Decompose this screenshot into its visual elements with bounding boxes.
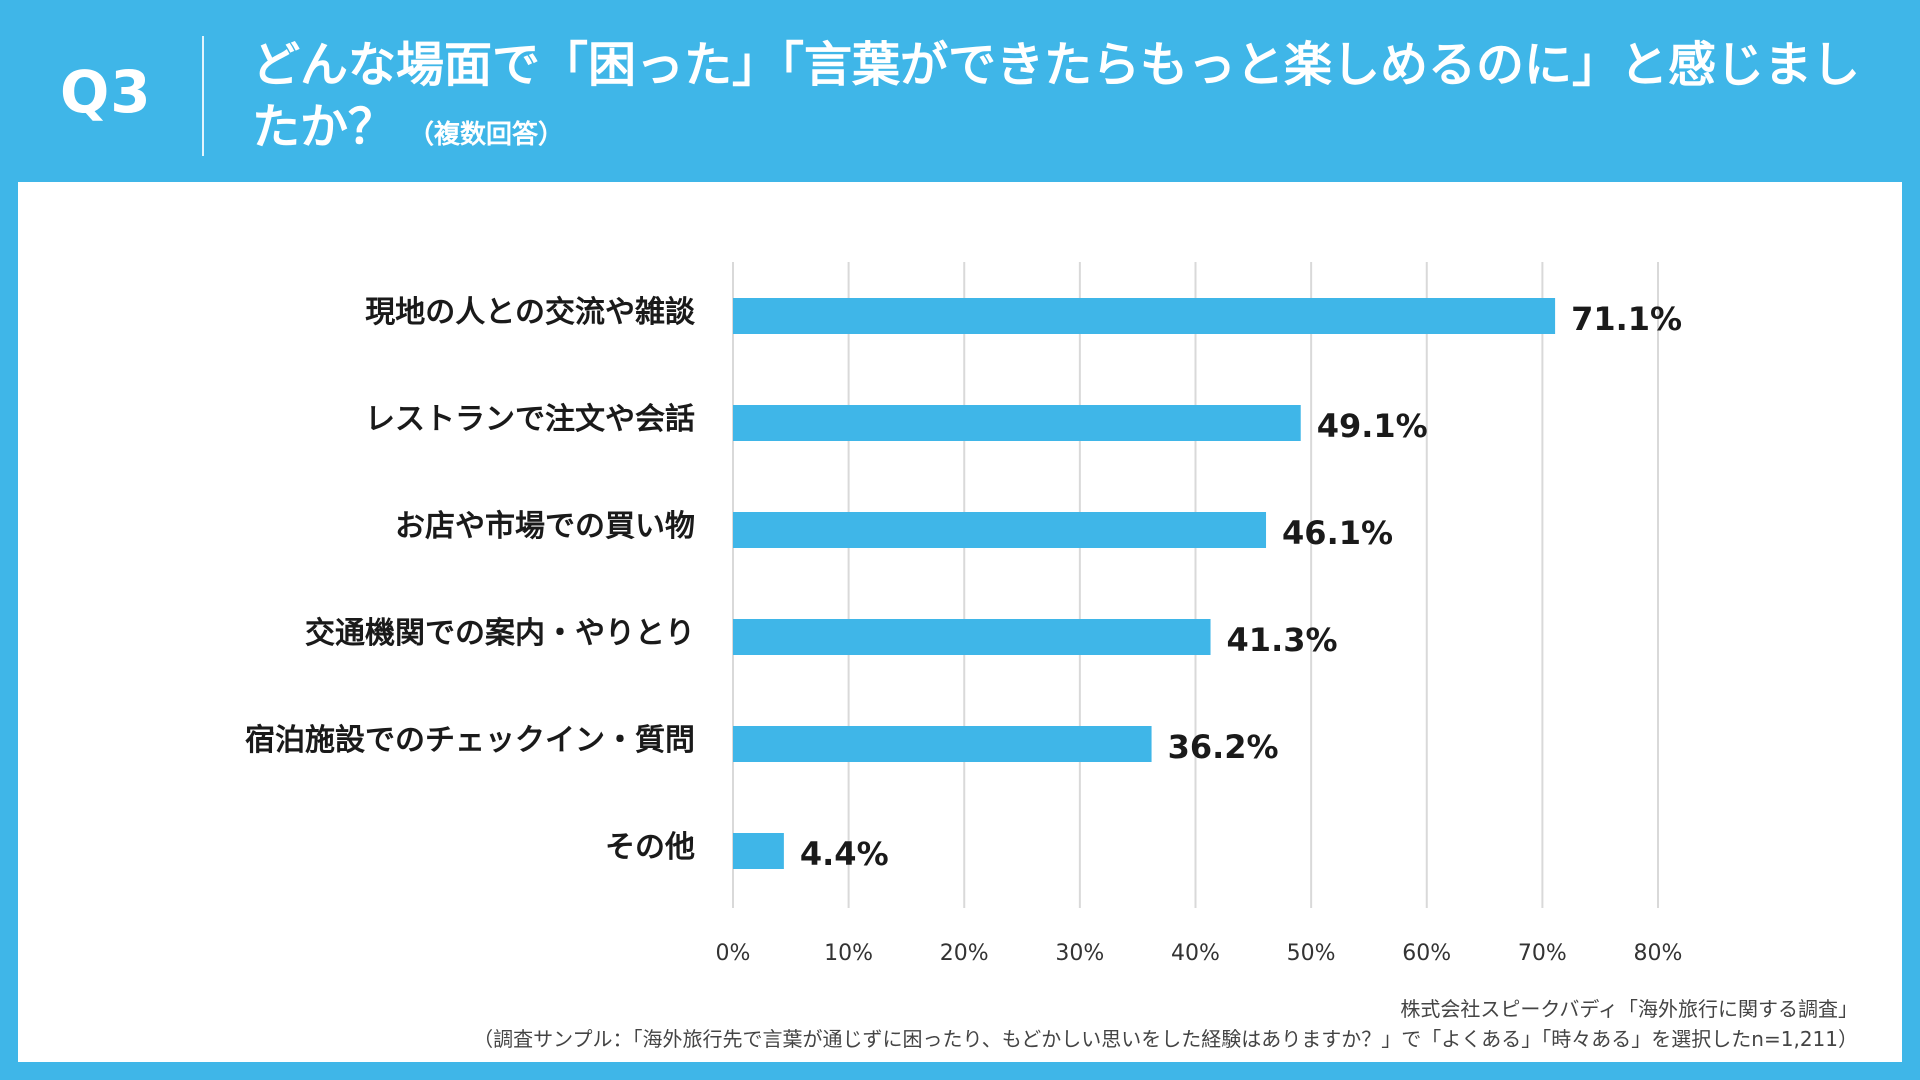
- category-label: その他: [605, 830, 695, 865]
- bar: [733, 405, 1301, 441]
- x-tick-label: 60%: [1402, 941, 1451, 966]
- data-label: 36.2%: [1168, 728, 1279, 766]
- question-title: どんな場面で「困った」「言葉ができたらもっと楽しめるのに」と感じましたか？ （複数…: [252, 34, 1872, 166]
- x-tick-label: 10%: [824, 941, 873, 966]
- category-label: お店や市場での買い物: [395, 509, 695, 544]
- x-tick-label: 70%: [1518, 941, 1567, 966]
- data-label: 71.1%: [1571, 300, 1682, 338]
- x-tick-label: 40%: [1171, 941, 1220, 966]
- x-tick-label: 50%: [1287, 941, 1336, 966]
- bar-chart: 0% 10% 20% 30% 40% 50% 60% 70% 80% 現地の人との交流や雑談 71.…: [245, 262, 1683, 966]
- x-tick-label: 0%: [716, 941, 751, 966]
- question-number: Q3: [60, 58, 152, 126]
- question-title-text: どんな場面で「困った」「言葉ができたらもっと楽しめるのに」と感じましたか？: [252, 37, 1861, 155]
- data-label: 4.4%: [800, 835, 889, 873]
- category-label: 現地の人との交流や雑談: [365, 295, 696, 330]
- bar: [733, 512, 1267, 548]
- x-tick-label: 80%: [1634, 941, 1683, 966]
- header-divider: [202, 36, 204, 156]
- chart-panel: 0% 10% 20% 30% 40% 50% 60% 70% 80% 現地の人との交流や雑談 71.…: [18, 182, 1902, 1062]
- source-line-1: 株式会社スピークバディ「海外旅行に関する調査」: [1400, 997, 1858, 1021]
- source-note: 株式会社スピークバディ「海外旅行に関する調査」 （調査サンプル：「海外旅行先で言…: [473, 994, 1858, 1054]
- data-label: 49.1%: [1317, 407, 1428, 445]
- source-line-2: （調査サンプル：「海外旅行先で言葉が通じずに困ったり、もどかしい思いをした経験は…: [473, 1027, 1858, 1051]
- bar: [733, 298, 1556, 334]
- bar: [733, 619, 1211, 655]
- data-label: 41.3%: [1227, 621, 1338, 659]
- x-tick-label: 30%: [1055, 941, 1104, 966]
- category-label: レストランで注文や会話: [365, 402, 695, 437]
- header: Q3 どんな場面で「困った」「言葉ができたらもっと楽しめるのに」と感じましたか？…: [0, 0, 1920, 182]
- bar: [733, 726, 1152, 762]
- x-tick-label: 20%: [940, 941, 989, 966]
- category-label: 交通機関での案内・やりとり: [305, 616, 695, 651]
- question-subtitle: （複数回答）: [408, 120, 565, 150]
- bar: [733, 833, 784, 869]
- category-label: 宿泊施設でのチェックイン・質問: [245, 723, 695, 758]
- data-label: 46.1%: [1282, 514, 1393, 552]
